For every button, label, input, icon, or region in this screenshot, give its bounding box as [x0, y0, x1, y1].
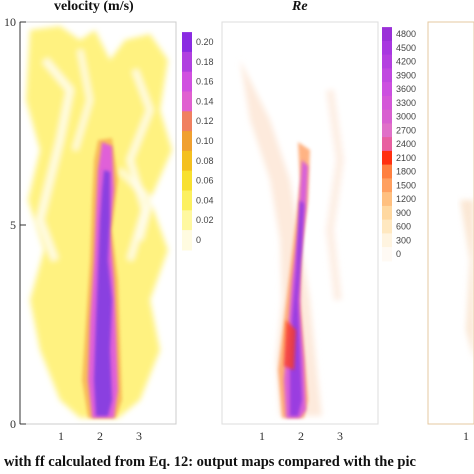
velocity-colorbar: 0.20 0.18 0.16 0.14 0.12 0.10 0.08 0.06 0.04 0.02…: [182, 32, 214, 251]
re-x-tick-label-2: 2: [298, 429, 304, 443]
re-colorbar-swatch: [382, 137, 392, 152]
re-colorbar-swatch: [382, 233, 392, 248]
velocity-colorbar-swatch: [182, 190, 192, 211]
re-colorbar-tick-label: 300: [396, 235, 411, 245]
re-colorbar-tick-label: 3900: [396, 70, 416, 80]
re-colorbar-swatch: [382, 178, 392, 193]
re-colorbar-tick-label: 900: [396, 208, 411, 218]
re-colorbar-tick-label: 1500: [396, 180, 416, 190]
re-colorbar-tick-label: 4800: [396, 29, 416, 39]
velocity-colorbar-swatch: [182, 111, 192, 132]
velocity-colorbar-tick-label: 0.12: [196, 116, 214, 126]
re-colorbar-tick-label: 4500: [396, 43, 416, 53]
velocity-colorbar-tick-label: 0.20: [196, 37, 214, 47]
re-colorbar-tick-label: 2100: [396, 153, 416, 163]
velocity-colorbar-swatch: [182, 170, 192, 192]
velocity-colorbar-swatch: [182, 131, 192, 152]
re-colorbar-swatch: [382, 219, 392, 234]
velocity-core: [94, 170, 112, 416]
re-x-tick-label-1: 1: [259, 429, 265, 443]
re-colorbar-tick-label: 600: [396, 222, 411, 232]
velocity-colorbar-tick-label: 0.14: [196, 96, 214, 106]
velocity-colorbar-tick-label: 0.10: [196, 136, 214, 146]
x-tick-label-1: 1: [58, 429, 64, 443]
re-colorbar-swatch: [382, 247, 392, 262]
re-colorbar-tick-label: 2400: [396, 139, 416, 149]
re-colorbar-tick-label: 2700: [396, 125, 416, 135]
velocity-panel-title: velocity (m/s): [54, 0, 134, 14]
re-colorbar-swatch: [382, 40, 392, 56]
re-colorbar-swatch: [382, 27, 392, 42]
re-colorbar-swatch: [382, 95, 392, 111]
re-colorbar-tick-label: 3300: [396, 98, 416, 108]
re-red-patch: [284, 320, 296, 370]
y-tick-label-0: 0: [10, 417, 16, 431]
re-colorbar-tick-label: 1800: [396, 167, 416, 177]
velocity-colorbar-swatch: [182, 51, 192, 73]
re-colorbar-swatch: [382, 54, 392, 69]
re-colorbar-swatch: [382, 192, 392, 207]
velocity-colorbar-swatch: [182, 32, 192, 53]
re-colorbar-tick-label: 3600: [396, 84, 416, 94]
velocity-colorbar-swatch: [182, 71, 192, 93]
velocity-colorbar-swatch: [182, 91, 192, 112]
velocity-colorbar-tick-label: 0.18: [196, 57, 214, 67]
velocity-colorbar-tick-label: 0.06: [196, 176, 214, 186]
re-colorbar-swatch: [382, 205, 392, 221]
re-colorbar-tick-label: 1200: [396, 194, 416, 204]
re-colorbar-swatch: [382, 150, 392, 166]
re-colorbar-swatch: [382, 68, 392, 83]
re-colorbar-swatch: [382, 164, 392, 179]
third-panel-partial: 1: [427, 21, 474, 443]
velocity-colorbar-tick-label: 0.16: [196, 77, 214, 87]
y-tick-label-10: 10: [4, 15, 16, 29]
velocity-colorbar-tick-label: 0.04: [196, 195, 214, 205]
velocity-colorbar-swatch: [182, 230, 192, 251]
re-colorbar-tick-label: 4200: [396, 57, 416, 67]
y-tick-label-5: 5: [10, 218, 16, 232]
re-x-tick-label-3: 3: [337, 429, 343, 443]
re-colorbar: 4800450042003900360033003000270024002100…: [382, 27, 416, 262]
re-colorbar-tick-label: 3000: [396, 112, 416, 122]
re-map-panel: 1 2 3: [221, 21, 379, 443]
velocity-map-panel: 10 5 0 1 2 3: [4, 15, 177, 443]
velocity-colorbar-tick-label: 0: [196, 235, 201, 245]
y-axis: [19, 21, 26, 425]
re-colorbar-swatch: [382, 109, 392, 124]
velocity-colorbar-tick-label: 0.08: [196, 156, 214, 166]
x-tick-label-3: 3: [136, 429, 142, 443]
re-colorbar-swatch: [382, 82, 392, 97]
velocity-colorbar-swatch: [182, 150, 192, 172]
third-panel-x-tick-1: 1: [463, 429, 469, 443]
re-colorbar-swatch: [382, 123, 392, 138]
velocity-colorbar-tick-label: 0.02: [196, 215, 214, 225]
figure-caption: with ff calculated from Eq. 12: output m…: [4, 454, 416, 470]
x-tick-label-2: 2: [97, 429, 103, 443]
re-colorbar-tick-label: 0: [396, 249, 401, 259]
velocity-colorbar-swatch: [182, 210, 192, 231]
re-panel-title: Re: [292, 0, 308, 14]
